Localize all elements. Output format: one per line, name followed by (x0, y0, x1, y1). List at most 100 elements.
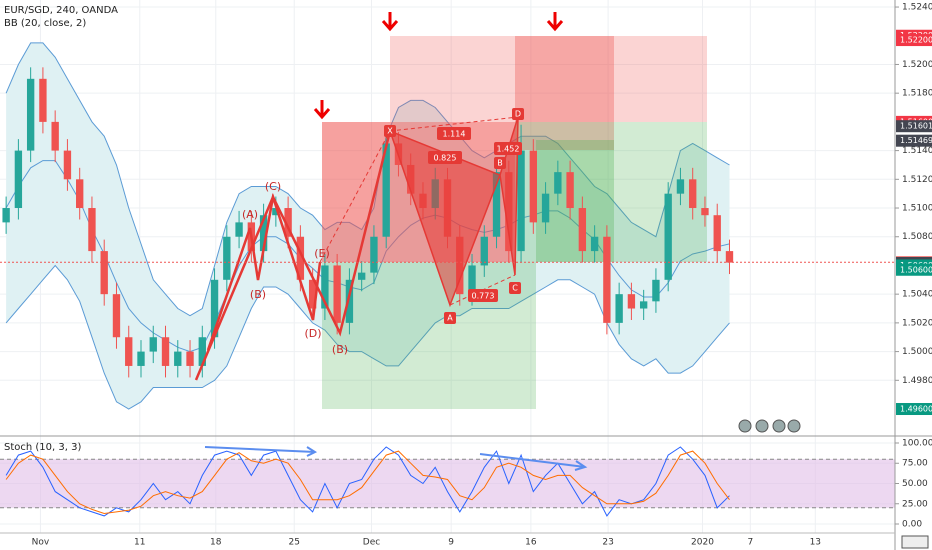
candle-body (26, 78, 35, 151)
price-badge (896, 34, 932, 47)
candle-body (259, 215, 268, 252)
candle-body (51, 121, 59, 151)
candle-body (370, 236, 378, 273)
candle-body (137, 351, 145, 366)
point-badge (384, 125, 396, 137)
stoch-line (5, 446, 730, 517)
point-label: C (512, 284, 518, 293)
icon[interactable] (772, 419, 786, 433)
candle-body (566, 172, 574, 209)
price-badge-label: 1.49600 (900, 405, 932, 414)
chart-title: EUR/SGD, 240, OANDA (4, 5, 118, 16)
candle-body (554, 172, 562, 194)
candle-body (492, 172, 501, 237)
candle-body (578, 208, 587, 252)
candle-body (358, 272, 366, 280)
candle-body (652, 279, 660, 302)
candle-body (480, 236, 488, 266)
candle-body (308, 279, 317, 309)
point-badge (512, 108, 524, 120)
price-badge (896, 263, 932, 276)
pattern-line (194, 193, 322, 381)
ratio-label: 1.452 (497, 145, 520, 154)
ratio-label: 0.825 (434, 154, 457, 163)
y-tick-label: 0.00 (902, 520, 922, 530)
ratio-label: 0.773 (472, 292, 495, 301)
stop-zone (515, 36, 614, 150)
candle-body (284, 208, 292, 237)
candle-body (39, 78, 47, 122)
down-arrow (313, 100, 331, 120)
x-tick-label: 9 (448, 538, 454, 548)
candle-body (345, 279, 354, 323)
icon[interactable] (787, 419, 801, 433)
y-tick-label: 50.00 (902, 479, 928, 489)
x-tick-label: Nov (32, 538, 50, 548)
x-tick-label: 16 (525, 538, 537, 548)
pattern-line (206, 130, 392, 351)
icon[interactable] (755, 419, 769, 433)
candle-body (2, 208, 10, 223)
stoch-line (5, 450, 730, 515)
candle-body (664, 193, 672, 280)
wave-label: (B) (250, 288, 266, 301)
candle-body (615, 294, 623, 323)
candle-body (210, 279, 219, 338)
price-badge-label: 1.52200 (900, 36, 932, 45)
y-tick-label: 1.52000 (902, 60, 932, 70)
price-badge (896, 120, 932, 133)
indicator-label: Stoch (10, 3, 3) (4, 442, 81, 453)
wave-label: (A) (242, 208, 258, 221)
ratio-badge (468, 289, 498, 302)
point-badge (444, 312, 456, 324)
candle-body (676, 179, 685, 194)
x-tick-label: 7 (747, 538, 753, 548)
band-line (5, 264, 730, 410)
x-tick-label: 13 (810, 538, 821, 548)
y-tick-label: 1.50400 (902, 290, 932, 300)
point-label: A (447, 314, 453, 323)
candle-body (198, 337, 206, 366)
price-badge-label: 1.50600 (900, 265, 932, 274)
candle-body (517, 150, 525, 252)
candle-body (321, 265, 329, 309)
candle-body (333, 265, 341, 323)
candle-body (627, 294, 636, 309)
arrows (313, 12, 564, 120)
candle-body (174, 351, 182, 366)
pattern-line (319, 130, 391, 263)
wave-label: (B) (332, 343, 348, 356)
y-tick-label: 1.51400 (902, 146, 932, 156)
point-badge (494, 157, 506, 169)
x-tick-label: 18 (210, 538, 222, 548)
candle-body (100, 251, 108, 295)
x-tick-label: 23 (602, 538, 613, 548)
candle-body (701, 208, 709, 216)
icon[interactable] (738, 419, 752, 433)
candle-body (468, 265, 476, 295)
pattern-labels: (A) (B) (C) (D) (E) (B) X A B C D 1.114 … (242, 108, 524, 356)
candle-body (14, 150, 23, 209)
candle-body (161, 337, 170, 366)
stop-zone (390, 36, 707, 122)
candle-body (590, 236, 599, 252)
ratio-badge (494, 142, 522, 155)
candle-body (63, 150, 72, 180)
y-tick-label: 1.50800 (902, 232, 932, 242)
candle-body (88, 208, 96, 252)
point-label: X (387, 127, 393, 136)
candle-body (223, 236, 231, 280)
wave-label: (D) (304, 327, 321, 340)
candle-body (186, 351, 194, 366)
target-zone (322, 262, 536, 409)
price-badge-label: 1.51601 (900, 122, 932, 131)
indicator-label: BB (20, close, 2) (4, 18, 86, 29)
stoch-trend (204, 446, 588, 471)
ratio-badge (428, 151, 462, 164)
candle-body (689, 179, 697, 209)
y-tick-label: 1.51800 (902, 89, 932, 99)
candle-body (639, 301, 648, 309)
y-tick-label: 1.49800 (902, 376, 932, 386)
settings-icon[interactable] (901, 535, 929, 549)
x-tick-label: 11 (134, 538, 145, 548)
